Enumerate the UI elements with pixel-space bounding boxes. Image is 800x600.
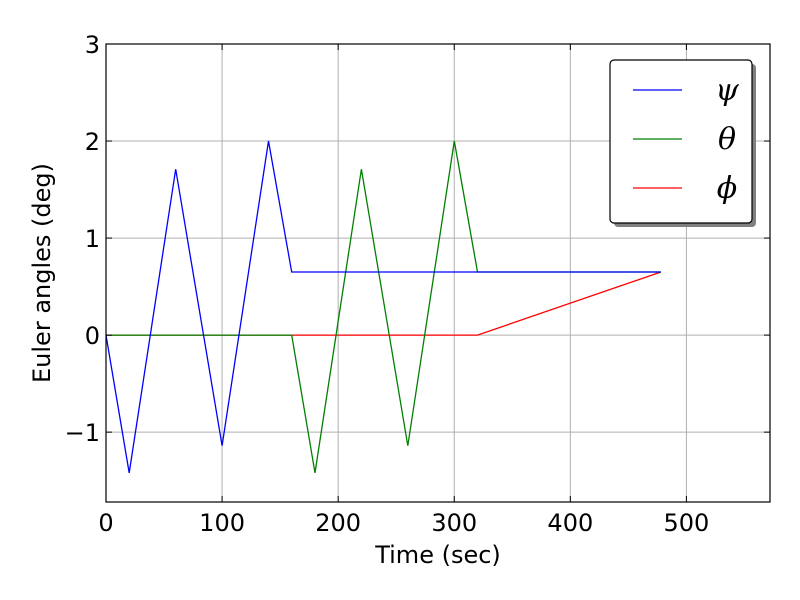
legend-label: ψ <box>715 73 739 108</box>
x-tick-label: 300 <box>431 509 477 537</box>
x-tick-label: 500 <box>664 509 710 537</box>
x-axis-label: Time (sec) <box>374 541 501 569</box>
legend-label: ϕ <box>717 171 737 206</box>
y-tick-label: 2 <box>85 128 100 156</box>
axis-ticks: 0 100 200 300 400 500 −1 0 1 2 3 <box>65 31 770 537</box>
x-tick-label: 100 <box>199 509 245 537</box>
y-tick-label: 3 <box>85 31 100 59</box>
legend-box <box>609 59 753 224</box>
plot-series <box>105 140 662 474</box>
y-tick-label: −1 <box>65 419 100 447</box>
legend-label: θ <box>718 122 736 157</box>
legend: ψθϕ <box>609 59 756 227</box>
series-line <box>106 140 661 474</box>
plot-frame <box>105 43 771 503</box>
x-tick-label: 0 <box>98 509 113 537</box>
x-tick-label: 400 <box>547 509 593 537</box>
x-tick-label: 200 <box>315 509 361 537</box>
y-tick-label: 1 <box>85 225 100 253</box>
y-axis-label: Euler angles (deg) <box>28 163 56 383</box>
y-tick-label: 0 <box>85 322 100 350</box>
series-line <box>105 140 661 474</box>
